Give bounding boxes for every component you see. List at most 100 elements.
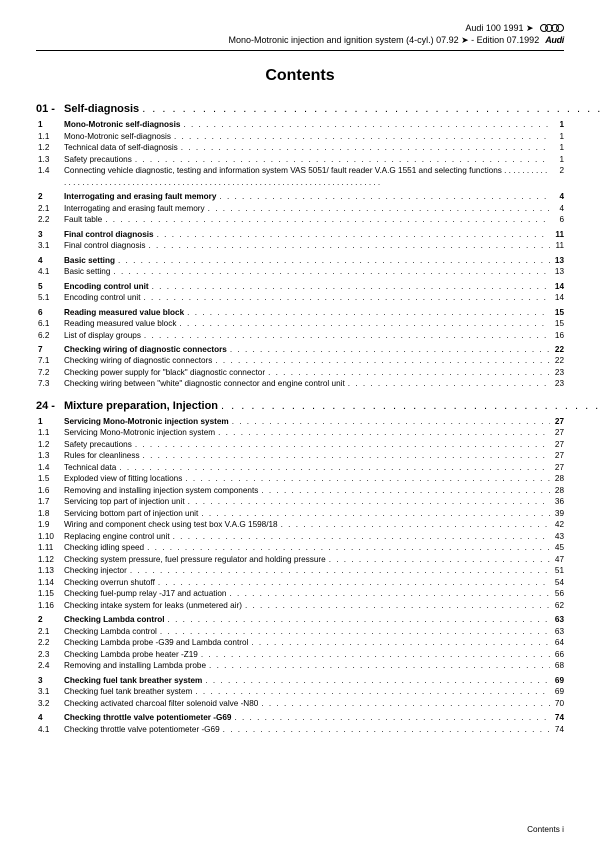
entry-page: 68	[550, 660, 564, 671]
leader-dots: . . . . . . . . . . . . . . . . . . . . …	[110, 266, 550, 277]
entry-number: 1.13	[36, 565, 64, 576]
entry-title: Encoding control unit	[64, 292, 140, 303]
leader-dots: . . . . . . . . . . . . . . . . . . . . …	[140, 450, 550, 461]
table-of-contents: 01 -Self-diagnosis. . . . . . . . . . . …	[36, 103, 564, 735]
entry-title: Reading measured value block	[64, 307, 184, 318]
entry-title: Checking Lambda probe -G39 and Lambda co…	[64, 637, 248, 648]
entry-page: 62	[550, 600, 564, 611]
entry-page: 39	[550, 508, 564, 519]
audi-word-logo: Audi	[545, 34, 564, 46]
toc-entry: 2.3Checking Lambda probe heater -Z19. . …	[36, 649, 564, 660]
leader-dots: . . . . . . . . . . . . . . . . . . . . …	[265, 367, 550, 378]
page-header: Audi 100 1991 ➤ Mono-Motronic injection …	[36, 22, 564, 46]
toc-entry: 2.1Checking Lambda control. . . . . . . …	[36, 626, 564, 637]
leader-dots: . . . . . . . . . . . . . . . . . . . . …	[154, 229, 550, 240]
toc-entry: 1.2Technical data of self-diagnosis. . .…	[36, 142, 564, 153]
entry-page: 27	[550, 416, 564, 427]
entry-number: 1.16	[36, 600, 64, 611]
entry-title: Wiring and component check using test bo…	[64, 519, 278, 530]
leader-dots: . . . . . . . . . . . . . . . . . . . . …	[326, 554, 550, 565]
entry-number: 1.14	[36, 577, 64, 588]
entry-number: 3	[36, 229, 64, 240]
toc-entry: 1.14Checking overrun shutoff. . . . . . …	[36, 577, 564, 588]
entry-page: 23	[550, 378, 564, 389]
entry-number: 4	[36, 712, 64, 723]
entry-page: 56	[550, 588, 564, 599]
entry-page: 1	[550, 131, 564, 142]
leader-dots: . . . . . . . . . . . . . . . . . . . . …	[139, 103, 600, 115]
entry-number: 4	[36, 255, 64, 266]
entry-number: 2	[36, 191, 64, 202]
leader-dots: . . . . . . . . . . . . . . . . . . . . …	[140, 292, 550, 303]
entry-title: Checking Lambda control	[64, 614, 165, 625]
entry-title: Interrogating and erasing fault memory	[64, 203, 205, 214]
entry-number: 7.1	[36, 355, 64, 366]
toc-entry: 2.2Fault table. . . . . . . . . . . . . …	[36, 214, 564, 225]
toc-entry: 1.4Connecting vehicle diagnostic, testin…	[36, 165, 564, 188]
chapter-title: Self-diagnosis	[64, 103, 139, 115]
toc-entry: 1.3Safety precautions. . . . . . . . . .…	[36, 154, 564, 165]
toc-entry: 4Basic setting. . . . . . . . . . . . . …	[36, 255, 564, 266]
entry-page: 63	[550, 614, 564, 625]
entry-title: Basic setting	[64, 255, 115, 266]
entry-page: 36	[550, 496, 564, 507]
leader-dots: . . . . . . . . . . . . . . . . . . . . …	[206, 660, 550, 671]
page-footer: Contents i	[527, 825, 564, 834]
entry-number: 2	[36, 614, 64, 625]
entry-page: 1	[550, 119, 564, 130]
toc-entry: 1.10Replacing engine control unit. . . .…	[36, 531, 564, 542]
header-doc-title: Mono-Motronic injection and ignition sys…	[229, 34, 540, 46]
entry-number: 1.9	[36, 519, 64, 530]
entry-title: Checking fuel tank breather system	[64, 686, 192, 697]
entry-title: Safety precautions	[64, 439, 132, 450]
toc-entry: 1.12Checking system pressure, fuel press…	[36, 554, 564, 565]
entry-number: 1	[36, 119, 64, 130]
entry-title: Checking idling speed	[64, 542, 144, 553]
entry-number: 1.7	[36, 496, 64, 507]
entry-number: 6.2	[36, 330, 64, 341]
leader-dots: . . . . . . . . . . . . . . . . . . . . …	[178, 142, 550, 153]
header-model: Audi 100 1991 ➤	[465, 22, 533, 34]
entry-title: Checking wiring between "white" diagnost…	[64, 378, 345, 389]
entry-title: Rules for cleanliness	[64, 450, 140, 461]
toc-entry: 7.1Checking wiring of diagnostic connect…	[36, 355, 564, 366]
entry-title: Checking fuel tank breather system	[64, 675, 202, 686]
leader-dots: . . . . . . . . . . . . . . . . . . . . …	[216, 191, 550, 202]
toc-entry: 3Final control diagnosis. . . . . . . . …	[36, 229, 564, 240]
toc-entry: 5Encoding control unit. . . . . . . . . …	[36, 281, 564, 292]
entry-title: Checking fuel-pump relay -J17 and actuat…	[64, 588, 226, 599]
entry-number: 1.15	[36, 588, 64, 599]
entry-page: 15	[550, 318, 564, 329]
entry-page: 66	[550, 649, 564, 660]
leader-dots: . . . . . . . . . . . . . . . . . . . . …	[218, 400, 600, 412]
leader-dots: . . . . . . . . . . . . . . . . . . . . …	[176, 318, 550, 329]
entry-title: Connecting vehicle diagnostic, testing a…	[64, 165, 550, 188]
entry-title: List of display groups	[64, 330, 141, 341]
entry-page: 11	[550, 240, 564, 251]
toc-entry: 1.1Mono-Motronic self-diagnosis. . . . .…	[36, 131, 564, 142]
entry-number: 1.11	[36, 542, 64, 553]
footer-label: Contents	[527, 825, 560, 834]
entry-page: 69	[550, 675, 564, 686]
leader-dots: . . . . . . . . . . . . . . . . . . . . …	[145, 240, 550, 251]
entry-title: Safety precautions	[64, 154, 132, 165]
entry-page: 27	[550, 450, 564, 461]
entry-number: 1.2	[36, 142, 64, 153]
toc-entry: 6.2List of display groups. . . . . . . .…	[36, 330, 564, 341]
entry-number: 7.3	[36, 378, 64, 389]
entry-page: 28	[550, 473, 564, 484]
entry-page: 23	[550, 367, 564, 378]
entry-page: 45	[550, 542, 564, 553]
leader-dots: . . . . . . . . . . . . . . . . . . . . …	[149, 281, 550, 292]
entry-number: 6	[36, 307, 64, 318]
entry-number: 2.2	[36, 214, 64, 225]
entry-page: 28	[550, 485, 564, 496]
entry-page: 4	[550, 191, 564, 202]
entry-title: Removing and installing Lambda probe	[64, 660, 206, 671]
entry-number: 1.12	[36, 554, 64, 565]
toc-entry: 1.3Rules for cleanliness. . . . . . . . …	[36, 450, 564, 461]
entry-page: 1	[550, 142, 564, 153]
entry-page: 13	[550, 255, 564, 266]
toc-entry: 4.1Checking throttle valve potentiometer…	[36, 724, 564, 735]
toc-entry: 2.1Interrogating and erasing fault memor…	[36, 203, 564, 214]
